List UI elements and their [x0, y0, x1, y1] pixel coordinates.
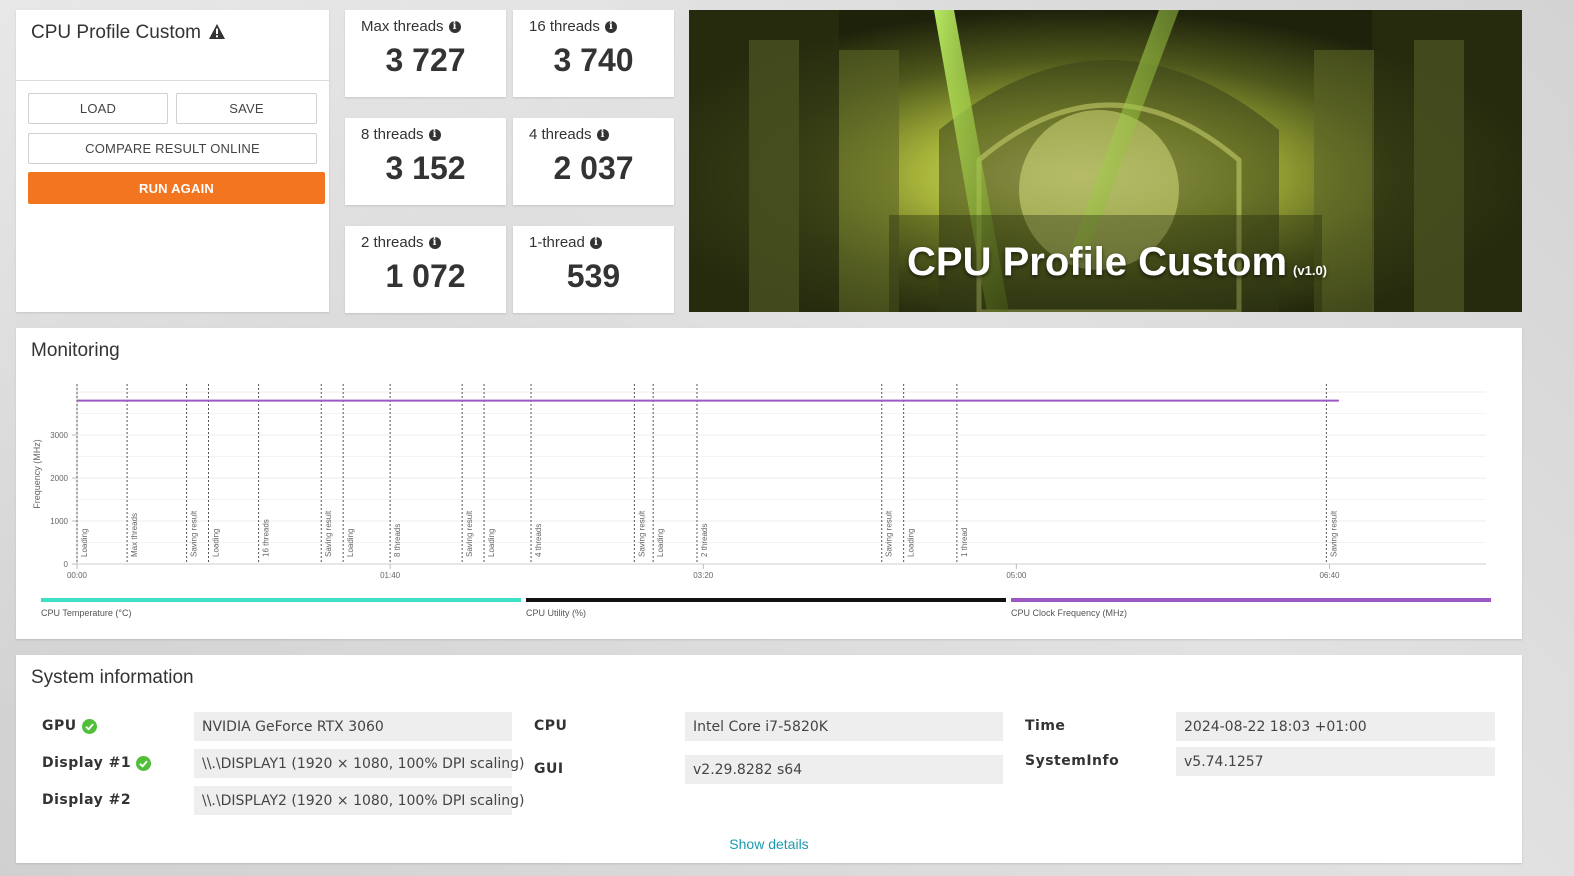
- x-tick-label: 05:00: [1006, 571, 1027, 580]
- score-value: 3 740: [553, 42, 634, 78]
- info-icon[interactable]: i: [589, 236, 602, 249]
- gui-value: v2.29.8282 s64: [685, 755, 1003, 784]
- event-marker-label: Saving result: [190, 510, 199, 557]
- legend-label[interactable]: CPU Clock Frequency (MHz): [1011, 608, 1127, 618]
- legend-label[interactable]: CPU Temperature (°C): [41, 608, 131, 618]
- display1-value: \\.\DISPLAY1 (1920 × 1080, 100% DPI scal…: [194, 749, 524, 778]
- score-tile-16-threads: 16 threads i 3 740: [513, 10, 674, 97]
- event-marker-label: Max threads: [130, 513, 139, 557]
- profile-title: CPU Profile Custom: [31, 22, 201, 43]
- time-label: Time: [1025, 718, 1066, 734]
- save-button[interactable]: SAVE: [176, 93, 317, 124]
- score-value: 3 152: [385, 150, 466, 186]
- score-tile-1-thread: 1-thread i 539: [513, 226, 674, 313]
- event-marker-label: 4 threads: [534, 524, 543, 557]
- score-label: 2 threads: [361, 234, 424, 251]
- display1-label: Display #1: [42, 755, 152, 771]
- load-button[interactable]: LOAD: [28, 93, 168, 124]
- score-value: 3 727: [385, 42, 466, 78]
- event-marker-label: 1 thread: [960, 528, 969, 557]
- systeminfo-label: SystemInfo: [1025, 753, 1120, 769]
- event-marker-label: Loading: [487, 529, 496, 557]
- y-tick-label: 0: [64, 560, 69, 569]
- info-icon[interactable]: i: [428, 236, 441, 249]
- event-marker-label: Loading: [656, 529, 665, 557]
- gui-label: GUI: [534, 761, 564, 777]
- display2-label: Display #2: [42, 792, 132, 808]
- event-marker-label: Saving result: [637, 510, 646, 557]
- score-label: 16 threads: [529, 18, 600, 35]
- gpu-label: GPU: [42, 718, 97, 734]
- display1-label-text: Display #1: [42, 755, 132, 771]
- run-again-button[interactable]: RUN AGAIN: [28, 172, 325, 204]
- score-tile-8-threads: 8 threads i 3 152: [345, 118, 506, 205]
- system-information-panel: System information GPU NVIDIA GeForce RT…: [16, 655, 1522, 863]
- profile-title-row: CPU Profile Custom: [16, 10, 329, 81]
- monitoring-chart: 0 1000 2000 3000 Frequency (MHz) 00:00 01:40 03…: [32, 384, 1491, 618]
- score-label: Max threads: [361, 18, 444, 35]
- event-marker-label: 8 threads: [393, 524, 402, 557]
- legend-swatch[interactable]: [1011, 598, 1491, 602]
- hero-title-text: CPU Profile Custom: [907, 240, 1288, 284]
- x-tick-label: 06:40: [1319, 571, 1340, 580]
- profile-panel: CPU Profile Custom LOAD SAVE COMPARE RES…: [16, 10, 329, 312]
- y-tick-label: 2000: [50, 474, 68, 483]
- x-tick-label: 00:00: [67, 571, 88, 580]
- legend-label[interactable]: CPU Utility (%): [526, 608, 586, 618]
- time-value: 2024-08-22 18:03 +01:00: [1176, 712, 1495, 741]
- display2-value: \\.\DISPLAY2 (1920 × 1080, 100% DPI scal…: [194, 786, 524, 815]
- check-circle-icon: [81, 718, 97, 734]
- hero-version: (v1.0): [1293, 263, 1328, 278]
- gpu-label-text: GPU: [42, 718, 77, 734]
- hero-title: CPU Profile Custom (v1.0): [907, 240, 1327, 285]
- event-marker-label: 16 threads: [262, 519, 271, 557]
- score-tile-4-threads: 4 threads i 2 037: [513, 118, 674, 205]
- cpu-value: Intel Core i7-5820K: [685, 712, 1003, 741]
- show-details-link[interactable]: Show details: [729, 836, 809, 852]
- systeminfo-value: v5.74.1257: [1176, 747, 1495, 776]
- system-information-title: System information: [31, 667, 194, 688]
- score-label: 4 threads: [529, 126, 592, 143]
- monitoring-title: Monitoring: [31, 340, 120, 361]
- score-label: 8 threads: [361, 126, 424, 143]
- event-marker-label: Loading: [907, 529, 916, 557]
- cpu-label: CPU: [534, 718, 568, 734]
- gpu-value: NVIDIA GeForce RTX 3060: [194, 712, 512, 741]
- score-value: 1 072: [385, 258, 466, 294]
- hero-artwork: [689, 10, 1522, 312]
- y-axis-label: Frequency (MHz): [32, 439, 42, 509]
- score-tile-2-threads: 2 threads i 1 072: [345, 226, 506, 313]
- y-tick-label: 3000: [50, 431, 68, 440]
- score-tile-max-threads: Max threads i 3 727: [345, 10, 506, 97]
- event-marker-label: Saving result: [324, 510, 333, 557]
- monitoring-panel: 0 1000 2000 3000 Frequency (MHz) 00:00 01:40 03…: [16, 328, 1522, 639]
- legend-swatch[interactable]: [41, 598, 521, 602]
- compare-result-online-button[interactable]: COMPARE RESULT ONLINE: [28, 133, 317, 164]
- x-tick-label: 01:40: [380, 571, 401, 580]
- info-icon[interactable]: i: [604, 20, 617, 33]
- info-icon[interactable]: i: [448, 20, 461, 33]
- event-marker-label: Loading: [212, 529, 221, 557]
- event-marker-label: Loading: [346, 529, 355, 557]
- event-marker-label: Saving result: [885, 510, 894, 557]
- info-icon[interactable]: i: [596, 128, 609, 141]
- score-label: 1-thread: [529, 234, 585, 251]
- score-value: 539: [566, 258, 621, 294]
- legend-swatch[interactable]: [526, 598, 1006, 602]
- check-circle-icon: [136, 755, 152, 771]
- score-value: 2 037: [553, 150, 634, 186]
- event-marker-label: Saving result: [1329, 510, 1338, 557]
- info-icon[interactable]: i: [428, 128, 441, 141]
- event-marker-label: Loading: [80, 529, 89, 557]
- event-marker-label: Saving result: [465, 510, 474, 557]
- event-marker-label: 2 threads: [700, 524, 709, 557]
- x-tick-label: 03:20: [693, 571, 714, 580]
- warning-icon: [209, 24, 225, 39]
- hero-banner: CPU Profile Custom (v1.0): [689, 10, 1522, 312]
- y-tick-label: 1000: [50, 517, 68, 526]
